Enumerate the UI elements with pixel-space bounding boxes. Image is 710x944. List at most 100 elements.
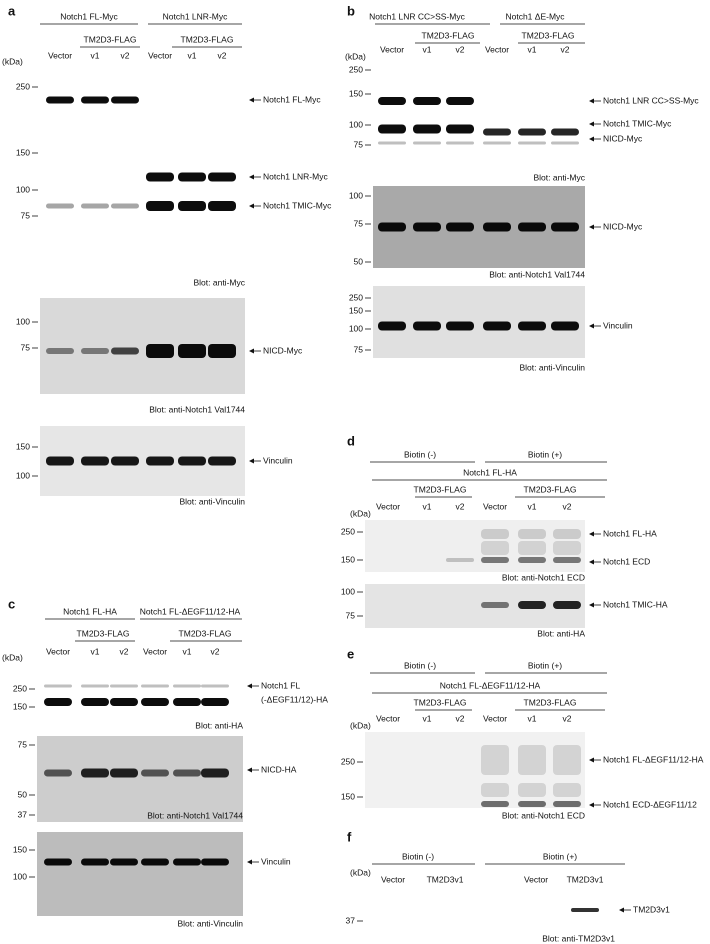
lane-label: Vector: [524, 874, 548, 884]
blot-caption: Blot: anti-Notch1 Val1744: [147, 810, 243, 820]
band: [378, 97, 406, 105]
band: [81, 203, 109, 209]
band-label: Notch1 LNR CC>SS-Myc: [603, 95, 699, 105]
band: [111, 456, 139, 466]
band: [111, 96, 139, 104]
lane-label: v1: [91, 646, 100, 656]
band: [378, 141, 406, 145]
size-marker: 75: [346, 610, 356, 620]
band-label: Notch1 LNR-Myc: [263, 171, 328, 181]
size-marker: 250: [349, 64, 363, 74]
band: [413, 321, 441, 331]
band: [141, 684, 169, 688]
arrow-head: [247, 859, 252, 865]
group-label: Notch1 FL-ΔEGF11/12-HA: [440, 680, 541, 690]
band: [46, 456, 74, 466]
arrow-head: [589, 757, 594, 763]
arrow-head: [249, 458, 254, 464]
band: [446, 97, 474, 105]
group-label: Biotin (-): [404, 660, 436, 670]
panel: b Notch1 LNR CC>SS-Myc Notch1 ΔE-Myc TM2D3-…: [345, 3, 699, 372]
band: [446, 321, 474, 331]
band: [446, 124, 474, 134]
lane-label: v1: [528, 44, 537, 54]
group-label: TM2D3-FLAG: [84, 34, 137, 44]
group-label: TM2D3-FLAG: [414, 697, 467, 707]
band: [483, 141, 511, 145]
size-marker: 150: [341, 554, 355, 564]
size-marker: 150: [16, 147, 30, 157]
band-label: Notch1 FL: [261, 680, 300, 690]
band: [553, 801, 581, 807]
group-label: Notch1 FL-Myc: [60, 11, 118, 21]
panel: e Biotin (-) Biotin (+) Notch1 FL-ΔEGF11/12…: [341, 646, 704, 820]
band: [81, 348, 109, 354]
arrow-head: [589, 98, 594, 104]
kda-label: (kDa): [350, 867, 371, 877]
group-label: TM2D3-FLAG: [422, 30, 475, 40]
band: [81, 456, 109, 466]
band: [81, 698, 109, 706]
band: [481, 783, 509, 797]
band: [553, 783, 581, 797]
band: [518, 541, 546, 555]
blot-membrane: [37, 736, 243, 822]
band: [483, 128, 511, 136]
group-label: TM2D3-FLAG: [77, 628, 130, 638]
lane-label: TM2D3v1: [567, 874, 604, 884]
band: [173, 684, 201, 688]
blot-membrane: [373, 186, 585, 268]
group-label: Notch1 FL-ΔEGF11/12-HA: [140, 606, 241, 616]
blot-caption: Blot: anti-HA: [195, 720, 243, 730]
band: [553, 529, 581, 539]
band: [551, 141, 579, 145]
lane-label: v1: [183, 646, 192, 656]
band: [483, 222, 511, 232]
group-label: Notch1 LNR CC>SS-Myc: [369, 11, 465, 21]
band: [518, 801, 546, 807]
blot-caption: Blot: anti-Notch1 ECD: [502, 572, 585, 582]
band-label: Notch1 TMIC-Myc: [603, 118, 672, 128]
band: [481, 801, 509, 807]
band: [208, 201, 236, 211]
blot-caption: Blot: anti-Notch1 Val1744: [489, 269, 585, 279]
band-label: TM2D3v1: [633, 904, 670, 914]
lane-label: v2: [456, 713, 465, 723]
lane-label: Vector: [143, 646, 167, 656]
band: [178, 172, 206, 182]
band: [44, 698, 72, 706]
band: [44, 684, 72, 688]
band: [201, 698, 229, 706]
size-marker: 100: [341, 586, 355, 596]
group-label: Biotin (-): [404, 449, 436, 459]
blot-membrane: [373, 60, 585, 172]
arrow-head: [589, 121, 594, 127]
blot-caption: Blot: anti-Vinculin: [519, 362, 585, 372]
band: [44, 769, 72, 777]
panel-letter: f: [347, 829, 352, 844]
band: [81, 768, 109, 778]
band: [553, 745, 581, 775]
kda-label: (kDa): [350, 508, 371, 518]
panel-letter: c: [8, 596, 15, 611]
lane-label: v2: [218, 50, 227, 60]
blot-caption: Blot: anti-HA: [537, 628, 585, 638]
panel-letter: e: [347, 646, 354, 661]
band: [44, 858, 72, 866]
lane-label: Vector: [148, 50, 172, 60]
band: [483, 321, 511, 331]
group-label: Biotin (+): [528, 660, 562, 670]
size-marker: 37: [346, 915, 356, 925]
lane-label: v1: [528, 713, 537, 723]
size-marker: 75: [354, 139, 364, 149]
blot-membrane: [365, 732, 585, 808]
band: [518, 783, 546, 797]
band: [111, 347, 139, 355]
band: [201, 768, 229, 778]
band: [481, 541, 509, 555]
size-marker: 75: [18, 739, 28, 749]
panel: c Notch1 FL-HA Notch1 FL-ΔEGF11/12-HA TM2D3…: [2, 596, 328, 928]
blot-caption: Blot: anti-Myc: [534, 172, 586, 182]
size-marker: 250: [341, 526, 355, 536]
group-label: Biotin (+): [543, 851, 577, 861]
